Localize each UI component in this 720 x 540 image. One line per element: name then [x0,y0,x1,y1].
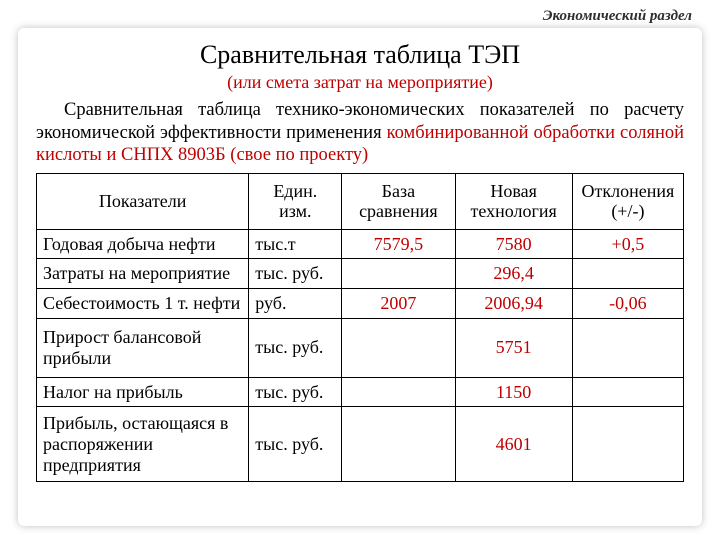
cell-base [342,377,455,407]
cell-base: 7579,5 [342,229,455,259]
table-row: Налог на прибыль тыс. руб. 1150 [37,377,684,407]
col-header-new: Новая технология [455,173,572,229]
cell-new: 5751 [455,318,572,377]
cell-name: Налог на прибыль [37,377,249,407]
cell-dev [572,407,683,482]
cell-unit: тыс. руб. [249,407,342,482]
tep-table: Показатели Един. изм. База сравнения Нов… [36,173,684,483]
table-row: Прирост балансовой прибыли тыс. руб. 575… [37,318,684,377]
cell-name: Годовая добыча нефти [37,229,249,259]
cell-dev [572,318,683,377]
cell-unit: тыс. руб. [249,259,342,289]
cell-dev [572,377,683,407]
cell-unit: тыс. руб. [249,318,342,377]
cell-new: 1150 [455,377,572,407]
cell-name: Прирост балансовой прибыли [37,318,249,377]
cell-dev: +0,5 [572,229,683,259]
page: Экономический раздел Сравнительная табли… [0,0,720,540]
cell-base [342,259,455,289]
cell-name: Себестоимость 1 т. нефти [37,289,249,319]
cell-unit: тыс. руб. [249,377,342,407]
cell-unit: тыс.т [249,229,342,259]
page-title: Сравнительная таблица ТЭП [36,40,684,70]
col-header-base: База сравнения [342,173,455,229]
table-row: Годовая добыча нефти тыс.т 7579,5 7580 +… [37,229,684,259]
table-row: Себестоимость 1 т. нефти руб. 2007 2006,… [37,289,684,319]
section-label: Экономический раздел [543,8,692,25]
cell-dev [572,259,683,289]
cell-new: 4601 [455,407,572,482]
cell-dev: -0,06 [572,289,683,319]
table-row: Прибыль, остающаяся в распоряжении предп… [37,407,684,482]
table-body: Годовая добыча нефти тыс.т 7579,5 7580 +… [37,229,684,482]
cell-new: 296,4 [455,259,572,289]
table-row: Затраты на мероприятие тыс. руб. 296,4 [37,259,684,289]
cell-new: 2006,94 [455,289,572,319]
cell-base: 2007 [342,289,455,319]
page-subtitle: (или смета затрат на мероприятие) [36,72,684,93]
col-header-dev: Отклонения (+/-) [572,173,683,229]
cell-base [342,318,455,377]
cell-unit: руб. [249,289,342,319]
table-header-row: Показатели Един. изм. База сравнения Нов… [37,173,684,229]
intro-paragraph: Сравнительная таблица технико-экономичес… [36,99,684,167]
col-header-name: Показатели [37,173,249,229]
cell-new: 7580 [455,229,572,259]
cell-name: Затраты на мероприятие [37,259,249,289]
cell-base [342,407,455,482]
col-header-unit: Един. изм. [249,173,342,229]
cell-name: Прибыль, остающаяся в распоряжении предп… [37,407,249,482]
content-card: Сравнительная таблица ТЭП (или смета зат… [18,28,702,526]
